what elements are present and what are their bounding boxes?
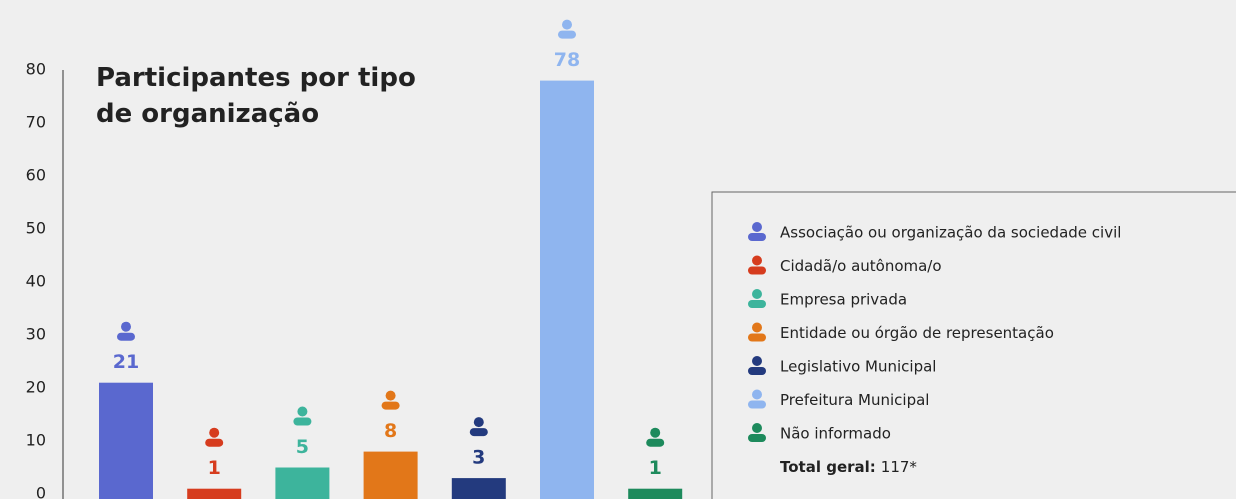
- legend-label: Cidadã/o autônoma/o: [780, 257, 942, 275]
- value-label: 1: [208, 457, 221, 479]
- icon: [752, 255, 762, 266]
- legend-label: Empresa privada: [780, 291, 907, 309]
- legend-label: Entidade ou órgão de representação: [780, 324, 1054, 342]
- icon: [209, 427, 220, 438]
- icon: [117, 332, 135, 341]
- y-tick-label: 60: [26, 166, 46, 185]
- icon: [646, 438, 665, 447]
- icon: [748, 367, 766, 375]
- value-label: 78: [554, 49, 580, 71]
- total: Total geral: 117*: [780, 458, 917, 476]
- bar: [628, 488, 683, 499]
- y-tick-label: 30: [26, 325, 46, 344]
- icon: [748, 400, 766, 409]
- y-tick-label: 20: [26, 378, 46, 397]
- bar: [187, 488, 242, 499]
- icon: [748, 266, 766, 275]
- legend-box: [711, 191, 1236, 499]
- value-label: 5: [296, 436, 309, 458]
- icon: [562, 19, 572, 30]
- y-tick-label: 10: [26, 431, 46, 450]
- icon: [650, 427, 661, 438]
- icon: [205, 438, 224, 447]
- icon: [748, 333, 766, 342]
- y-tick-label: 40: [26, 272, 46, 291]
- value-label: 1: [649, 457, 662, 479]
- icon: [381, 401, 400, 410]
- total-value: 117*: [881, 458, 918, 476]
- icon: [748, 233, 766, 241]
- bar: [451, 478, 506, 499]
- y-tick-label: 70: [26, 113, 46, 132]
- bar: [275, 467, 330, 499]
- y-tick-label: 80: [26, 60, 46, 79]
- value-label: 3: [472, 447, 485, 469]
- legend-label: Não informado: [780, 425, 891, 443]
- total-label: Total geral:: [780, 458, 876, 476]
- icon: [752, 289, 762, 299]
- icon: [297, 406, 308, 417]
- y-tick-label: 0: [36, 484, 46, 499]
- icon: [752, 322, 762, 333]
- bar: [363, 451, 418, 499]
- icon: [752, 389, 762, 400]
- y-tick-label: 50: [26, 219, 46, 238]
- icon: [293, 417, 312, 426]
- bar: [99, 382, 153, 499]
- icon: [752, 423, 762, 433]
- legend-label: Prefeitura Municipal: [780, 391, 929, 409]
- legend-label: Legislativo Municipal: [780, 358, 936, 376]
- icon: [473, 417, 484, 428]
- icon: [469, 428, 488, 437]
- chart-title: Participantes por tipo de organização: [96, 63, 416, 129]
- icon: [121, 321, 131, 332]
- icon: [748, 300, 766, 308]
- icon: [558, 30, 576, 39]
- icon: [752, 222, 762, 232]
- value-label: 21: [113, 351, 139, 373]
- bar: [540, 80, 594, 499]
- icon: [385, 390, 396, 401]
- icon: [748, 434, 766, 442]
- legend-label: Associação ou organização da sociedade c…: [780, 224, 1121, 242]
- icon: [752, 356, 762, 366]
- value-label: 8: [384, 420, 397, 442]
